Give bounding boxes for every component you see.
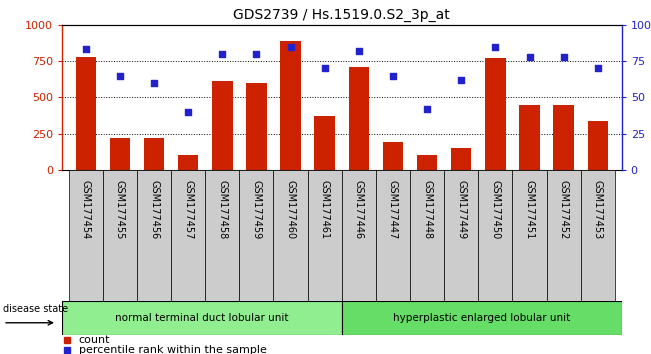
Bar [171,170,205,301]
Point [285,44,296,49]
Bar [314,116,335,170]
Bar [581,170,615,301]
Bar [417,155,437,170]
Bar [342,301,622,335]
Point [353,48,364,54]
Text: GSM177448: GSM177448 [422,181,432,240]
Point [149,80,159,86]
Bar [281,41,301,170]
Bar [205,170,240,301]
Bar [137,170,171,301]
Text: GSM177450: GSM177450 [490,181,501,240]
Text: GSM177452: GSM177452 [559,181,569,240]
Point [422,106,432,112]
Text: GSM177457: GSM177457 [183,181,193,240]
Point [592,65,603,71]
Bar [451,148,471,170]
Text: GSM177449: GSM177449 [456,181,466,240]
Text: GSM177455: GSM177455 [115,181,125,240]
Point [559,54,569,59]
Bar [68,170,103,301]
Bar [103,170,137,301]
Bar [547,170,581,301]
Text: GSM177460: GSM177460 [286,181,296,240]
Bar [308,170,342,301]
Bar [444,170,478,301]
Point [490,44,501,49]
Bar [348,67,369,170]
Bar [240,170,273,301]
Point [81,47,91,52]
Bar [109,138,130,170]
Point [524,54,534,59]
Bar [273,170,308,301]
Text: percentile rank within the sample: percentile rank within the sample [79,345,266,354]
Bar [485,58,506,170]
Bar [410,170,444,301]
Bar [62,301,342,335]
Bar [178,155,199,170]
Point [183,109,193,115]
Point [320,65,330,71]
Text: GSM177446: GSM177446 [354,181,364,240]
Text: GSM177461: GSM177461 [320,181,329,240]
Bar [519,104,540,170]
Text: GSM177458: GSM177458 [217,181,227,240]
Bar [376,170,410,301]
Text: hyperplastic enlarged lobular unit: hyperplastic enlarged lobular unit [393,313,570,323]
Bar [342,170,376,301]
Text: disease state: disease state [3,304,68,314]
Text: GSM177451: GSM177451 [525,181,534,240]
Text: GSM177453: GSM177453 [593,181,603,240]
Text: GSM177447: GSM177447 [388,181,398,240]
Bar [144,138,164,170]
Point [217,51,227,57]
Point [115,73,125,78]
Bar [478,170,512,301]
Point [388,73,398,78]
Text: count: count [79,335,110,345]
Title: GDS2739 / Hs.1519.0.S2_3p_at: GDS2739 / Hs.1519.0.S2_3p_at [234,8,450,22]
Bar [76,57,96,170]
Text: GSM177454: GSM177454 [81,181,90,240]
Point [251,51,262,57]
Bar [588,121,608,170]
Text: normal terminal duct lobular unit: normal terminal duct lobular unit [115,313,288,323]
Point [456,77,467,83]
Text: GSM177456: GSM177456 [149,181,159,240]
Bar [212,81,232,170]
Bar [553,104,574,170]
Bar [383,142,403,170]
Text: GSM177459: GSM177459 [251,181,262,240]
Bar [246,83,267,170]
Bar [512,170,547,301]
